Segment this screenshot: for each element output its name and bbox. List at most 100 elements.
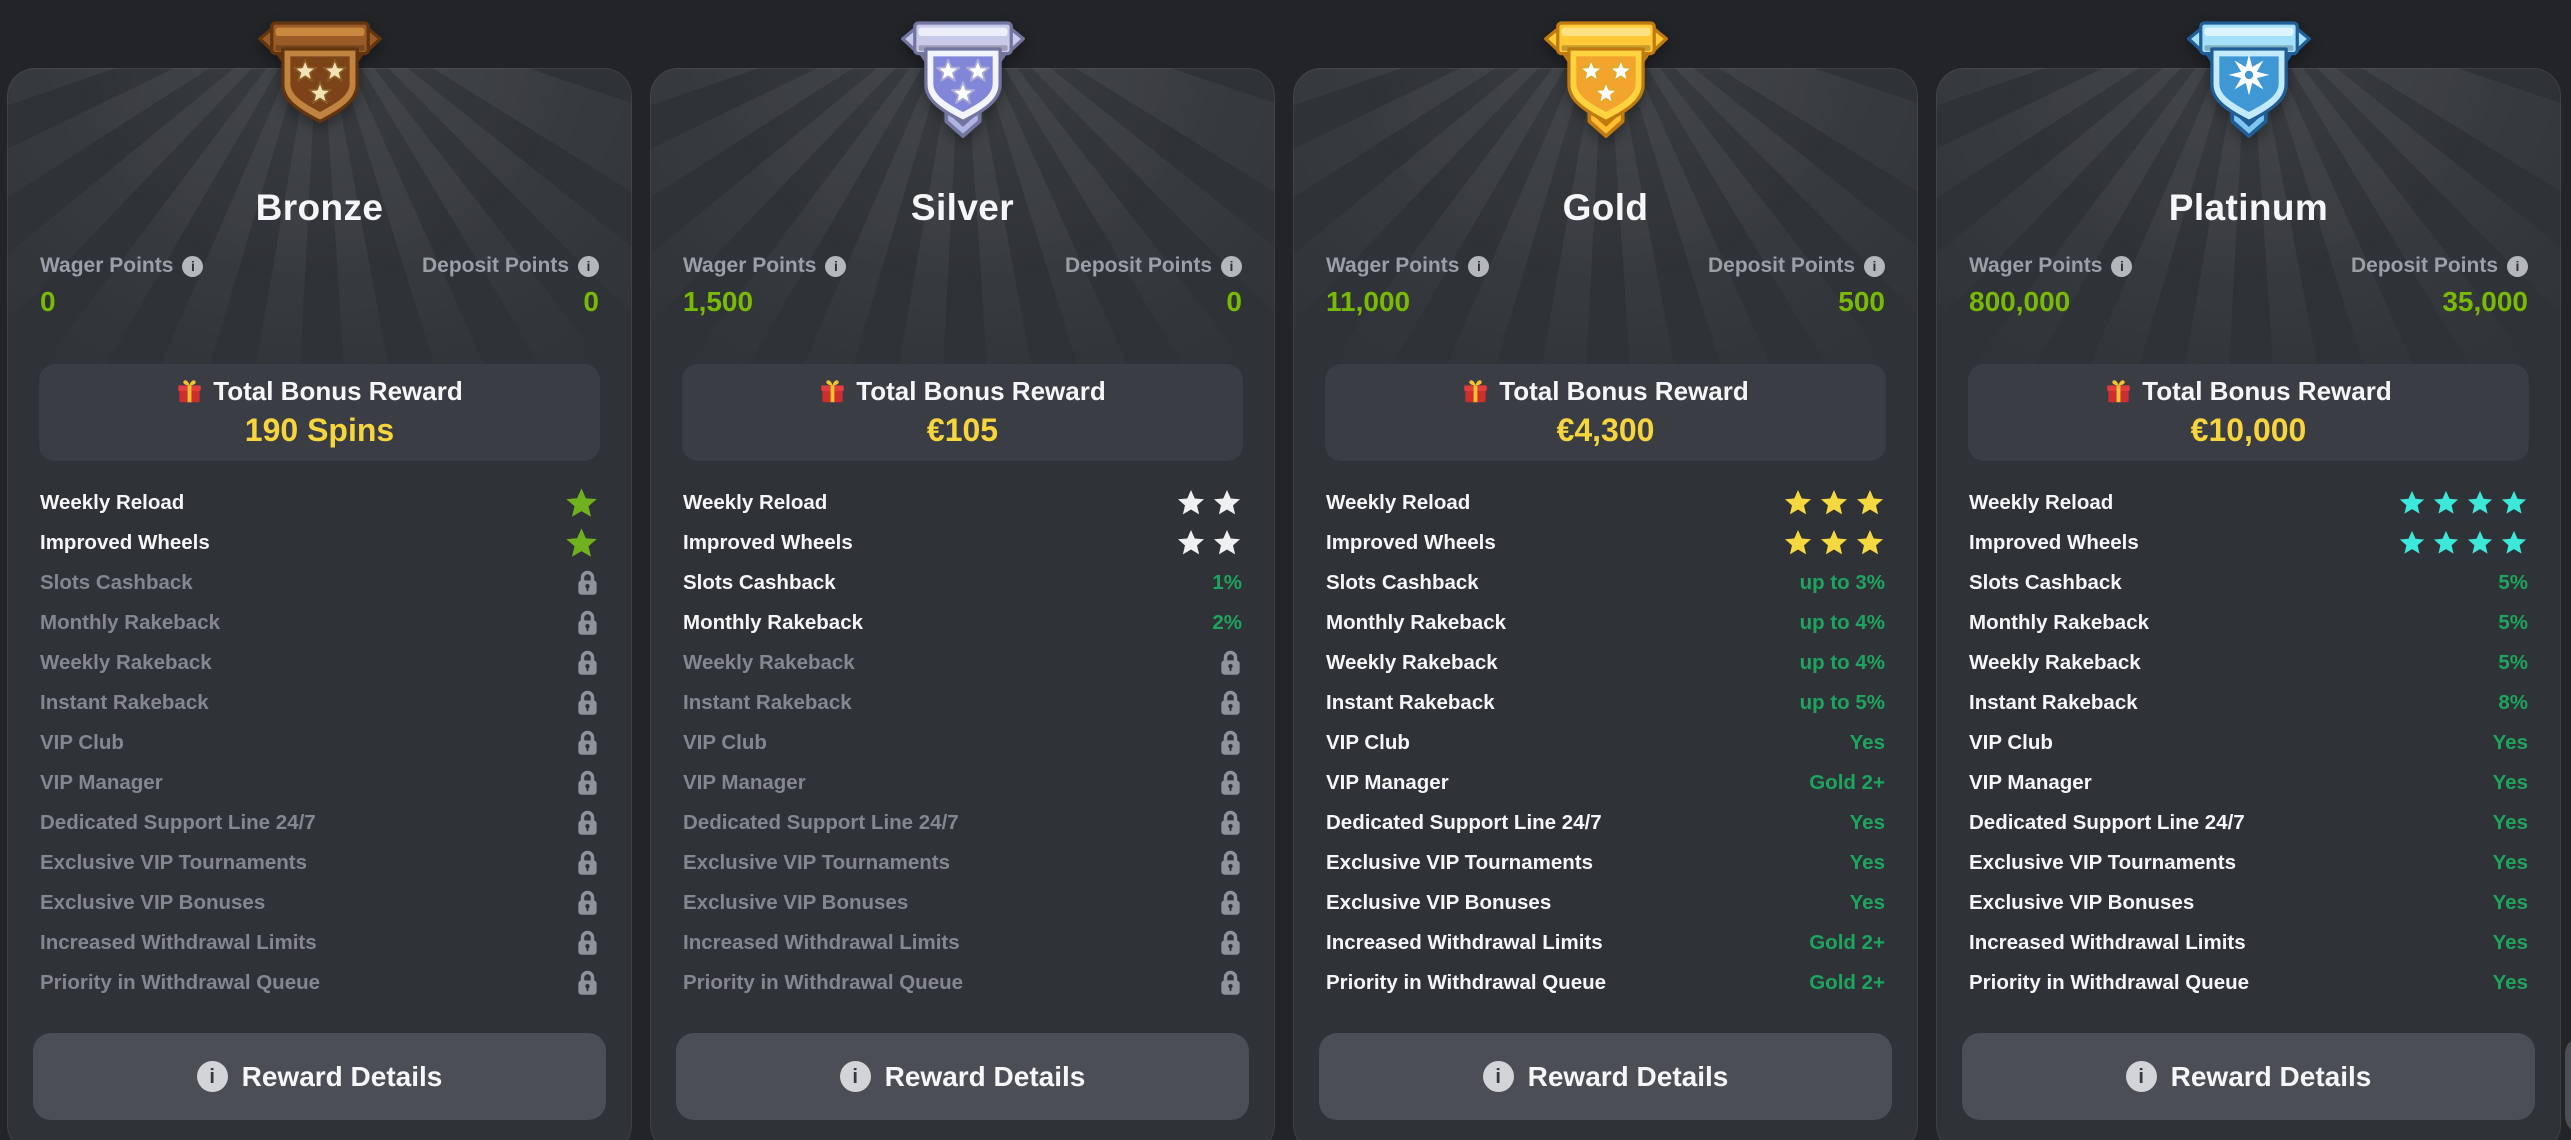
feature-label: Slots Cashback bbox=[40, 571, 193, 594]
feature-row: Exclusive VIP Tournaments bbox=[683, 843, 1242, 883]
star-icon bbox=[2467, 530, 2493, 554]
next-tier-card-peek[interactable] bbox=[2565, 1036, 2571, 1134]
total-bonus-reward-label: Total Bonus Reward bbox=[856, 376, 1106, 406]
points-row: Wager Points i 1,500 Deposit Points i 0 bbox=[683, 254, 1242, 318]
deposit-points-value: 0 bbox=[1226, 286, 1242, 317]
feature-row: Increased Withdrawal Limits Yes bbox=[1969, 923, 2528, 963]
feature-star-rating bbox=[1176, 528, 1242, 558]
feature-row: VIP Manager Gold 2+ bbox=[1326, 763, 1885, 803]
feature-star-rating bbox=[2398, 489, 2528, 517]
feature-row: Dedicated Support Line 24/7 bbox=[40, 803, 599, 843]
feature-row: Priority in Withdrawal Queue Yes bbox=[1969, 963, 2528, 1003]
feature-list: Weekly Reload Improved Wheels Slots Cashba… bbox=[1969, 483, 2528, 1003]
lock-icon bbox=[1221, 730, 1240, 755]
feature-label: Instant Rakeback bbox=[40, 691, 209, 714]
feature-label: Monthly Rakeback bbox=[40, 611, 220, 634]
info-icon[interactable]: i bbox=[2111, 255, 2133, 277]
feature-locked bbox=[576, 769, 599, 797]
badge-burst-star bbox=[2228, 54, 2269, 96]
feature-label: Dedicated Support Line 24/7 bbox=[1969, 811, 2245, 834]
feature-label: Weekly Rakeback bbox=[40, 651, 212, 674]
feature-label: Exclusive VIP Bonuses bbox=[40, 891, 266, 914]
feature-star-rating bbox=[2398, 529, 2528, 557]
total-bonus-reward-title: Total Bonus Reward bbox=[176, 376, 463, 407]
reward-details-button[interactable]: i Reward Details bbox=[33, 1033, 606, 1120]
wager-points-label: Wager Points i bbox=[683, 254, 847, 278]
feature-label: Weekly Reload bbox=[40, 491, 185, 514]
feature-value: Yes bbox=[2492, 891, 2528, 914]
info-icon[interactable]: i bbox=[825, 255, 847, 277]
lock-icon bbox=[1221, 810, 1240, 835]
feature-value: 2% bbox=[1212, 611, 1242, 634]
info-icon[interactable]: i bbox=[1864, 255, 1885, 277]
reward-details-button[interactable]: i Reward Details bbox=[676, 1033, 1249, 1120]
lock-icon bbox=[578, 890, 597, 915]
feature-label: Priority in Withdrawal Queue bbox=[40, 971, 321, 994]
star-icon bbox=[1214, 490, 1240, 515]
feature-value: Yes bbox=[2492, 771, 2528, 794]
wager-points-value: 11,000 bbox=[1326, 286, 1411, 317]
feature-row: Weekly Reload bbox=[1326, 483, 1885, 523]
wager-points-block: Wager Points i 800,000 bbox=[1969, 254, 2133, 318]
reward-details-button[interactable]: i Reward Details bbox=[1319, 1033, 1892, 1120]
reward-details-label: Reward Details bbox=[241, 1060, 443, 1092]
feature-star-rating bbox=[1176, 488, 1242, 518]
feature-label: Instant Rakeback bbox=[1326, 691, 1495, 714]
info-icon[interactable]: i bbox=[2507, 255, 2528, 277]
total-bonus-reward-value: €10,000 bbox=[2190, 412, 2307, 448]
wager-points-label-text: Wager Points bbox=[40, 254, 174, 277]
feature-label: Weekly Reload bbox=[1326, 491, 1471, 514]
info-icon: i bbox=[2125, 1061, 2157, 1092]
feature-locked bbox=[1219, 849, 1242, 877]
star-icon bbox=[1857, 530, 1883, 555]
reward-details-button[interactable]: i Reward Details bbox=[1962, 1033, 2535, 1120]
wager-points-label: Wager Points i bbox=[1326, 254, 1490, 278]
wager-points-block: Wager Points i 0 bbox=[40, 254, 204, 318]
info-icon[interactable]: i bbox=[1221, 255, 1242, 277]
feature-row: Dedicated Support Line 24/7 Yes bbox=[1326, 803, 1885, 843]
info-icon[interactable]: i bbox=[182, 255, 204, 277]
feature-value: Yes bbox=[1849, 731, 1885, 754]
deposit-points-label-text: Deposit Points bbox=[2350, 254, 2498, 277]
lock-icon bbox=[1221, 770, 1240, 795]
feature-list: Weekly Reload Improved Wheels Slots Cashba… bbox=[683, 483, 1242, 1003]
feature-locked bbox=[1219, 729, 1242, 757]
feature-star-rating bbox=[1783, 528, 1885, 558]
lock-icon bbox=[578, 610, 597, 635]
feature-row: Exclusive VIP Bonuses Yes bbox=[1969, 883, 2528, 923]
info-icon[interactable]: i bbox=[1468, 255, 1490, 277]
feature-row: Dedicated Support Line 24/7 bbox=[683, 803, 1242, 843]
feature-row: Weekly Reload bbox=[1969, 483, 2528, 523]
feature-value: 1% bbox=[1212, 571, 1242, 594]
star-icon bbox=[1214, 530, 1240, 555]
tier-badge bbox=[898, 10, 1028, 151]
feature-value: Gold 2+ bbox=[1809, 771, 1885, 794]
info-icon[interactable]: i bbox=[578, 255, 599, 277]
feature-row: Weekly Rakeback up to 4% bbox=[1326, 643, 1885, 683]
reward-details-label: Reward Details bbox=[884, 1060, 1086, 1092]
tier-title: Gold bbox=[1562, 187, 1649, 228]
feature-row: Exclusive VIP Tournaments Yes bbox=[1326, 843, 1885, 883]
total-bonus-reward-value: €105 bbox=[926, 412, 999, 448]
lock-icon bbox=[578, 930, 597, 955]
total-bonus-reward-label: Total Bonus Reward bbox=[1499, 376, 1749, 406]
deposit-points-label-text: Deposit Points bbox=[1064, 254, 1212, 277]
feature-label: Improved Wheels bbox=[40, 531, 210, 554]
deposit-points-label: Deposit Points i bbox=[1065, 254, 1242, 278]
feature-label: VIP Club bbox=[1969, 731, 2053, 754]
star-icon bbox=[566, 487, 597, 517]
lock-icon bbox=[578, 730, 597, 755]
wager-points-label: Wager Points i bbox=[1969, 254, 2133, 278]
feature-label: Increased Withdrawal Limits bbox=[1326, 931, 1603, 954]
feature-label: Improved Wheels bbox=[1969, 531, 2139, 554]
feature-row: VIP Club Yes bbox=[1969, 723, 2528, 763]
wager-points-block: Wager Points i 1,500 bbox=[683, 254, 847, 318]
feature-locked bbox=[1219, 889, 1242, 917]
points-row: Wager Points i 11,000 Deposit Points i 5… bbox=[1326, 254, 1885, 318]
deposit-points-block: Deposit Points i 0 bbox=[1065, 254, 1242, 318]
feature-row: Monthly Rakeback 2% bbox=[683, 603, 1242, 643]
star-icon bbox=[1785, 530, 1811, 555]
feature-label: VIP Manager bbox=[683, 771, 806, 794]
feature-row: VIP Manager Yes bbox=[1969, 763, 2528, 803]
